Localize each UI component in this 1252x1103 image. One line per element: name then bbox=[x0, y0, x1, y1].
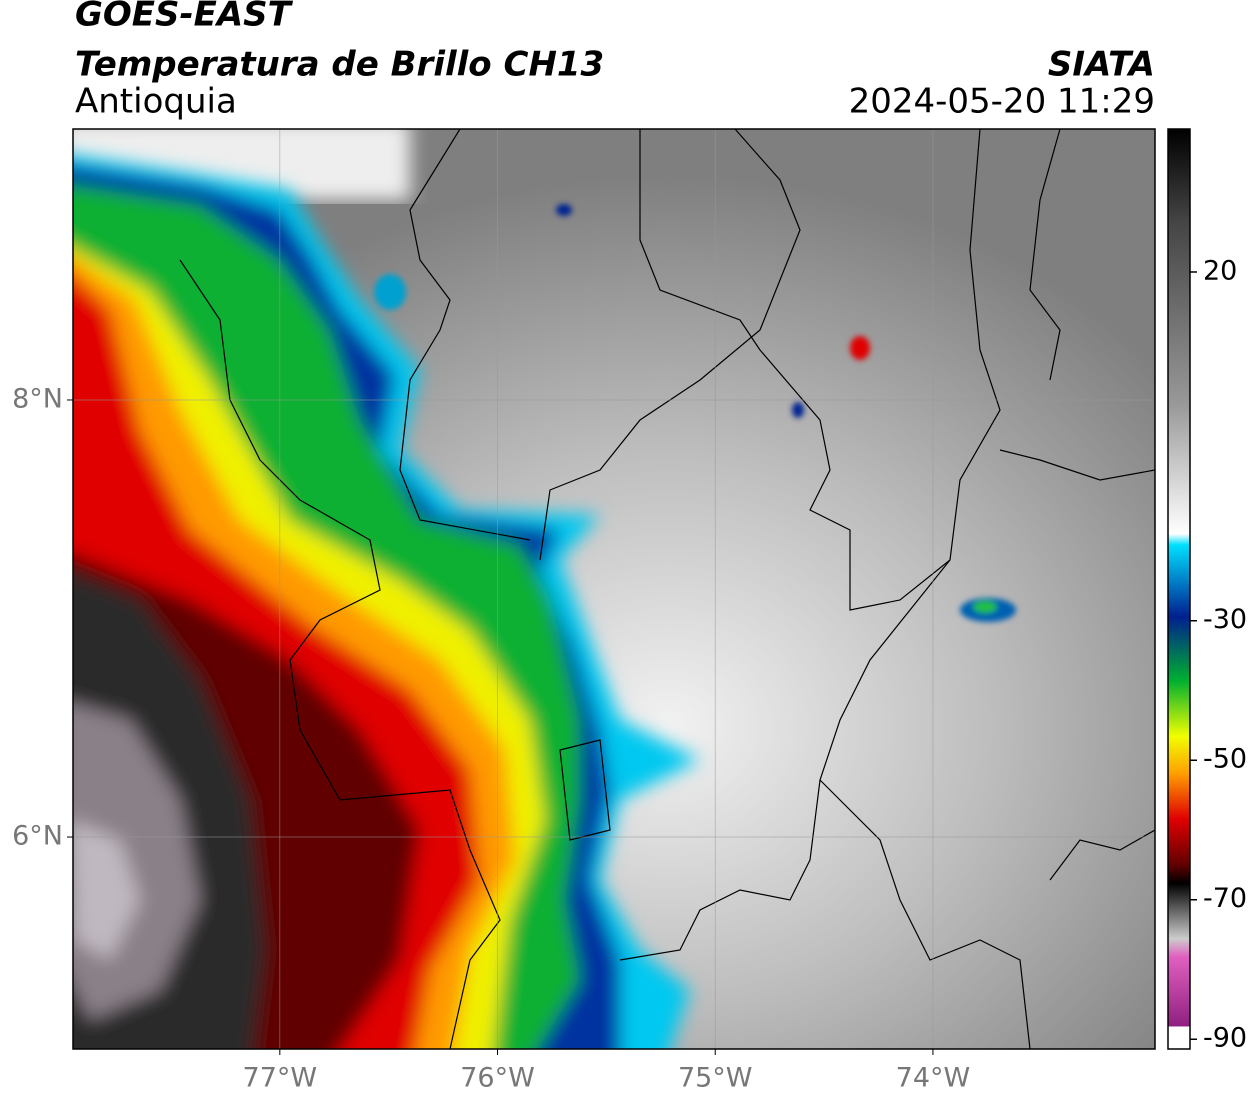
colorbar-tick-label: -30 bbox=[1203, 604, 1247, 635]
region: Antioquia bbox=[75, 82, 237, 122]
lon-tick-label: 76°W bbox=[460, 1063, 535, 1094]
imagery bbox=[73, 129, 1155, 1049]
map-frame bbox=[72, 128, 1156, 1050]
datetime: 2024-05-20 11:29 bbox=[849, 82, 1155, 122]
colorbar-tick-label: -90 bbox=[1203, 1023, 1247, 1054]
title: GOES-EAST bbox=[75, 0, 294, 35]
lon-tick-label: 75°W bbox=[678, 1063, 753, 1094]
colorbar-tick-label: 20 bbox=[1203, 255, 1237, 286]
colorbar bbox=[1167, 128, 1191, 1050]
lat-tick-label: 6°N bbox=[12, 821, 63, 852]
graticule bbox=[73, 129, 1155, 1049]
lon-tick-label: 77°W bbox=[243, 1063, 318, 1094]
lon-tick-label: 74°W bbox=[896, 1063, 971, 1094]
colorbar-tick-label: -50 bbox=[1203, 744, 1247, 775]
borders bbox=[179, 129, 1155, 1049]
subtitle: Temperatura de Brillo CH13 bbox=[75, 45, 604, 85]
colorbar-tick-label: -70 bbox=[1203, 883, 1247, 914]
lat-tick-label: 8°N bbox=[12, 383, 63, 414]
source: SIATA bbox=[1048, 45, 1155, 85]
